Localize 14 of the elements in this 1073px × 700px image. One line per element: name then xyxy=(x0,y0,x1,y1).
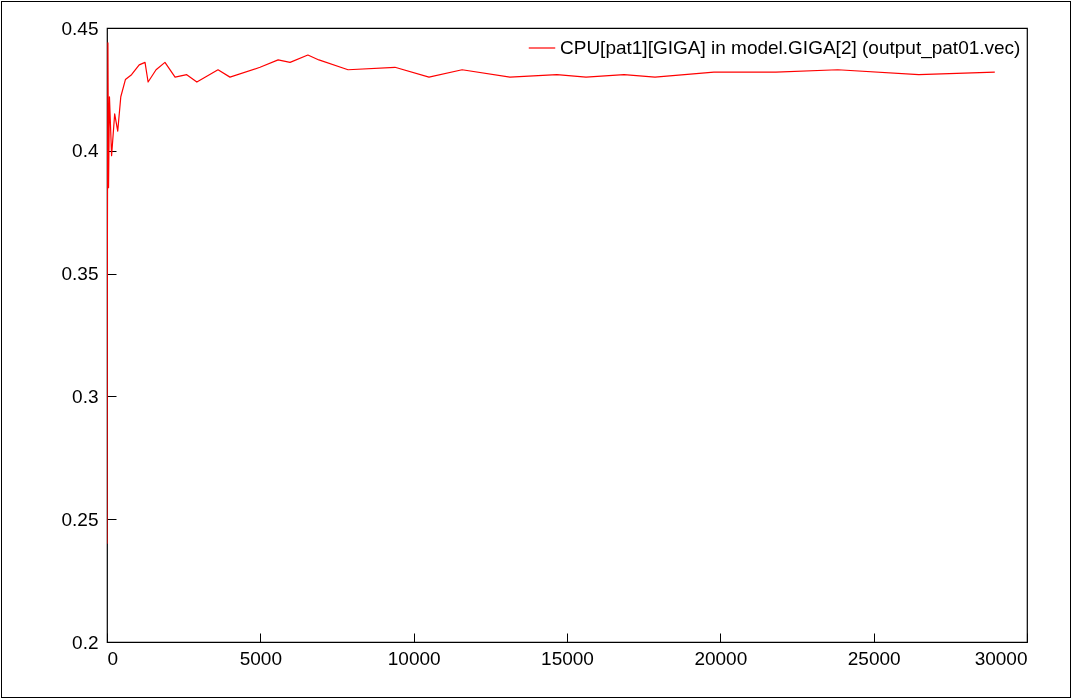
x-tick-label: 15000 xyxy=(541,647,594,669)
x-tick-label: 5000 xyxy=(239,647,282,669)
y-tick-label: 0.25 xyxy=(61,508,99,530)
x-tick-label: 10000 xyxy=(387,647,441,669)
y-tick-label: 0.2 xyxy=(72,631,99,653)
y-tick-label: 0.45 xyxy=(61,17,99,39)
y-tick-label: 0.4 xyxy=(72,140,99,162)
y-tick-label: 0.35 xyxy=(61,263,99,285)
x-tick-label: 30000 xyxy=(974,647,1028,669)
x-tick-label: 20000 xyxy=(694,647,748,669)
legend-label: CPU[pat1][GIGA] in model.GIGA[2] (output_pat01.vec) xyxy=(560,37,1021,59)
x-tick-label: 25000 xyxy=(847,647,901,669)
y-tick-label: 0.3 xyxy=(72,385,99,407)
x-tick-label: 0 xyxy=(107,647,119,669)
